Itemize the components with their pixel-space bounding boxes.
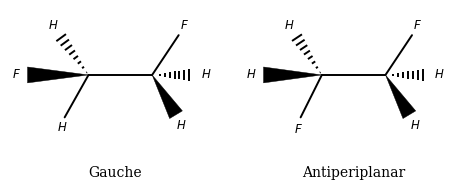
Text: H: H <box>201 68 210 82</box>
Text: F: F <box>295 122 301 136</box>
Text: H: H <box>57 122 66 134</box>
Text: Antiperiplanar: Antiperiplanar <box>302 166 405 180</box>
Text: F: F <box>414 19 421 32</box>
Text: H: H <box>48 19 57 32</box>
Text: H: H <box>177 119 186 132</box>
Text: H: H <box>435 68 444 82</box>
Text: H: H <box>410 119 419 132</box>
Polygon shape <box>152 75 182 119</box>
Text: H: H <box>246 68 255 82</box>
Text: H: H <box>284 19 293 32</box>
Polygon shape <box>27 67 89 83</box>
Text: Gauche: Gauche <box>88 166 142 180</box>
Polygon shape <box>385 75 416 119</box>
Text: F: F <box>181 19 187 32</box>
Polygon shape <box>264 67 322 83</box>
Text: F: F <box>13 68 19 82</box>
